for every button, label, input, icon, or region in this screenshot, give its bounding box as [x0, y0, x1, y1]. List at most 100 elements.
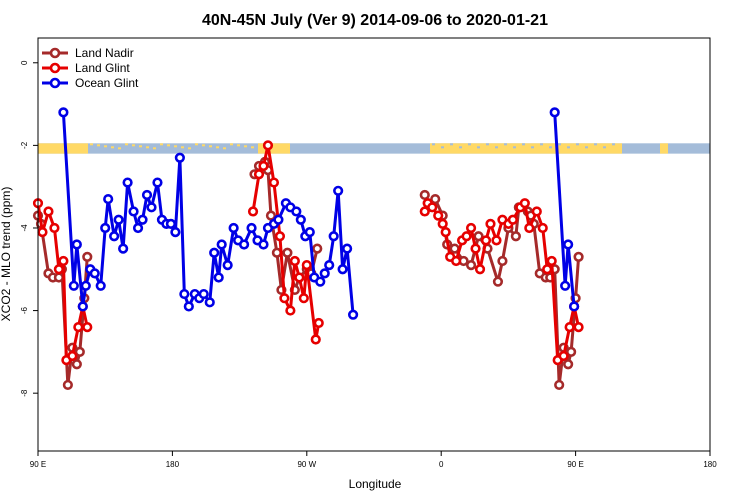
data-point — [519, 198, 530, 209]
data-point — [542, 264, 553, 275]
data-point — [53, 272, 65, 283]
data-point — [560, 280, 571, 291]
data-point — [274, 231, 286, 242]
data-point — [430, 193, 441, 205]
data-point — [342, 243, 353, 254]
data-point — [247, 206, 259, 217]
x-tick-label: 180 — [703, 460, 717, 469]
data-point — [113, 214, 124, 225]
data-point — [524, 222, 535, 234]
data-point — [95, 280, 106, 291]
y-tick-label: 0 — [20, 60, 29, 65]
y-axis-ticks: 0 -2 -4 -6 -8 — [20, 60, 38, 397]
data-point — [82, 322, 93, 333]
data-point — [174, 152, 185, 163]
data-point — [328, 231, 339, 242]
x-axis-label: Longitude — [349, 477, 402, 491]
data-point — [294, 272, 305, 283]
data-point — [109, 231, 120, 242]
data-point — [492, 276, 504, 287]
data-point — [282, 247, 293, 258]
data-point — [258, 160, 269, 172]
ocean-speck — [522, 143, 525, 146]
land-band — [258, 143, 290, 154]
data-point — [265, 210, 277, 221]
y-tick-label: -4 — [20, 224, 29, 232]
data-point — [558, 350, 569, 362]
land-band — [660, 143, 668, 154]
y-tick-label: -2 — [20, 141, 29, 149]
data-point — [128, 206, 139, 217]
land-speck — [223, 147, 226, 150]
data-point — [563, 359, 574, 370]
data-point — [433, 210, 444, 221]
data-point — [152, 177, 163, 188]
legend-label: Ocean Glint — [75, 76, 139, 90]
land-speck — [118, 147, 121, 150]
data-point — [58, 255, 69, 267]
ocean-speck — [549, 146, 552, 149]
data-point — [279, 293, 290, 304]
data-point — [549, 107, 560, 118]
series-line — [553, 112, 576, 307]
land-speck — [125, 143, 128, 146]
y-axis-label: XCO2 - MLO trend (ppm) — [0, 187, 13, 322]
data-point — [507, 214, 518, 225]
data-point — [222, 260, 233, 271]
data-point — [80, 280, 91, 291]
legend-label: Land Glint — [75, 61, 130, 75]
ocean-speck — [477, 146, 480, 149]
data-point — [554, 379, 565, 391]
data-point — [37, 227, 48, 238]
data-point — [573, 322, 584, 333]
data-point — [301, 260, 312, 271]
data-point — [246, 222, 257, 234]
x-tick-label: 0 — [439, 460, 444, 469]
data-point — [122, 177, 133, 188]
x-axis-ticks: 90 E 180 90 W 0 90 E 180 — [30, 451, 717, 469]
data-point — [419, 189, 430, 201]
data-point — [71, 359, 82, 370]
land-speck — [174, 145, 177, 148]
data-point — [238, 239, 250, 250]
data-point — [262, 140, 274, 151]
plot-frame — [37, 37, 711, 452]
data-point — [465, 260, 477, 271]
data-point — [304, 227, 315, 238]
legend-swatch-marker — [49, 77, 61, 89]
data-point — [563, 239, 574, 250]
data-point — [289, 255, 300, 267]
data-point — [74, 346, 85, 357]
legend-swatch-marker — [49, 47, 61, 59]
data-point — [198, 288, 209, 300]
land-speck — [111, 146, 114, 149]
data-point — [537, 222, 548, 234]
data-point — [132, 222, 144, 234]
data-point — [566, 346, 577, 357]
data-point — [419, 206, 430, 217]
data-point — [216, 239, 227, 250]
land-speck — [251, 146, 254, 149]
data-point — [449, 243, 460, 254]
x-tick-label: 90 E — [567, 460, 583, 469]
ocean-speck — [585, 146, 588, 149]
ocean-band — [38, 143, 710, 154]
ocean-speck — [468, 143, 471, 146]
data-point — [337, 264, 348, 275]
data-point — [77, 301, 88, 312]
land-speck — [188, 147, 191, 150]
land-speck — [139, 145, 142, 148]
ocean-speck — [594, 143, 597, 146]
land-speck — [90, 143, 93, 146]
land-speck — [237, 144, 240, 147]
data-point — [313, 317, 324, 329]
land-speck — [216, 146, 219, 149]
x-tick-label: 180 — [166, 460, 180, 469]
data-point — [310, 334, 321, 345]
y-tick-label: -8 — [20, 389, 29, 397]
land-speck — [104, 145, 107, 148]
data-point — [165, 218, 177, 229]
land-speck — [244, 145, 247, 148]
ocean-speck — [531, 146, 534, 149]
